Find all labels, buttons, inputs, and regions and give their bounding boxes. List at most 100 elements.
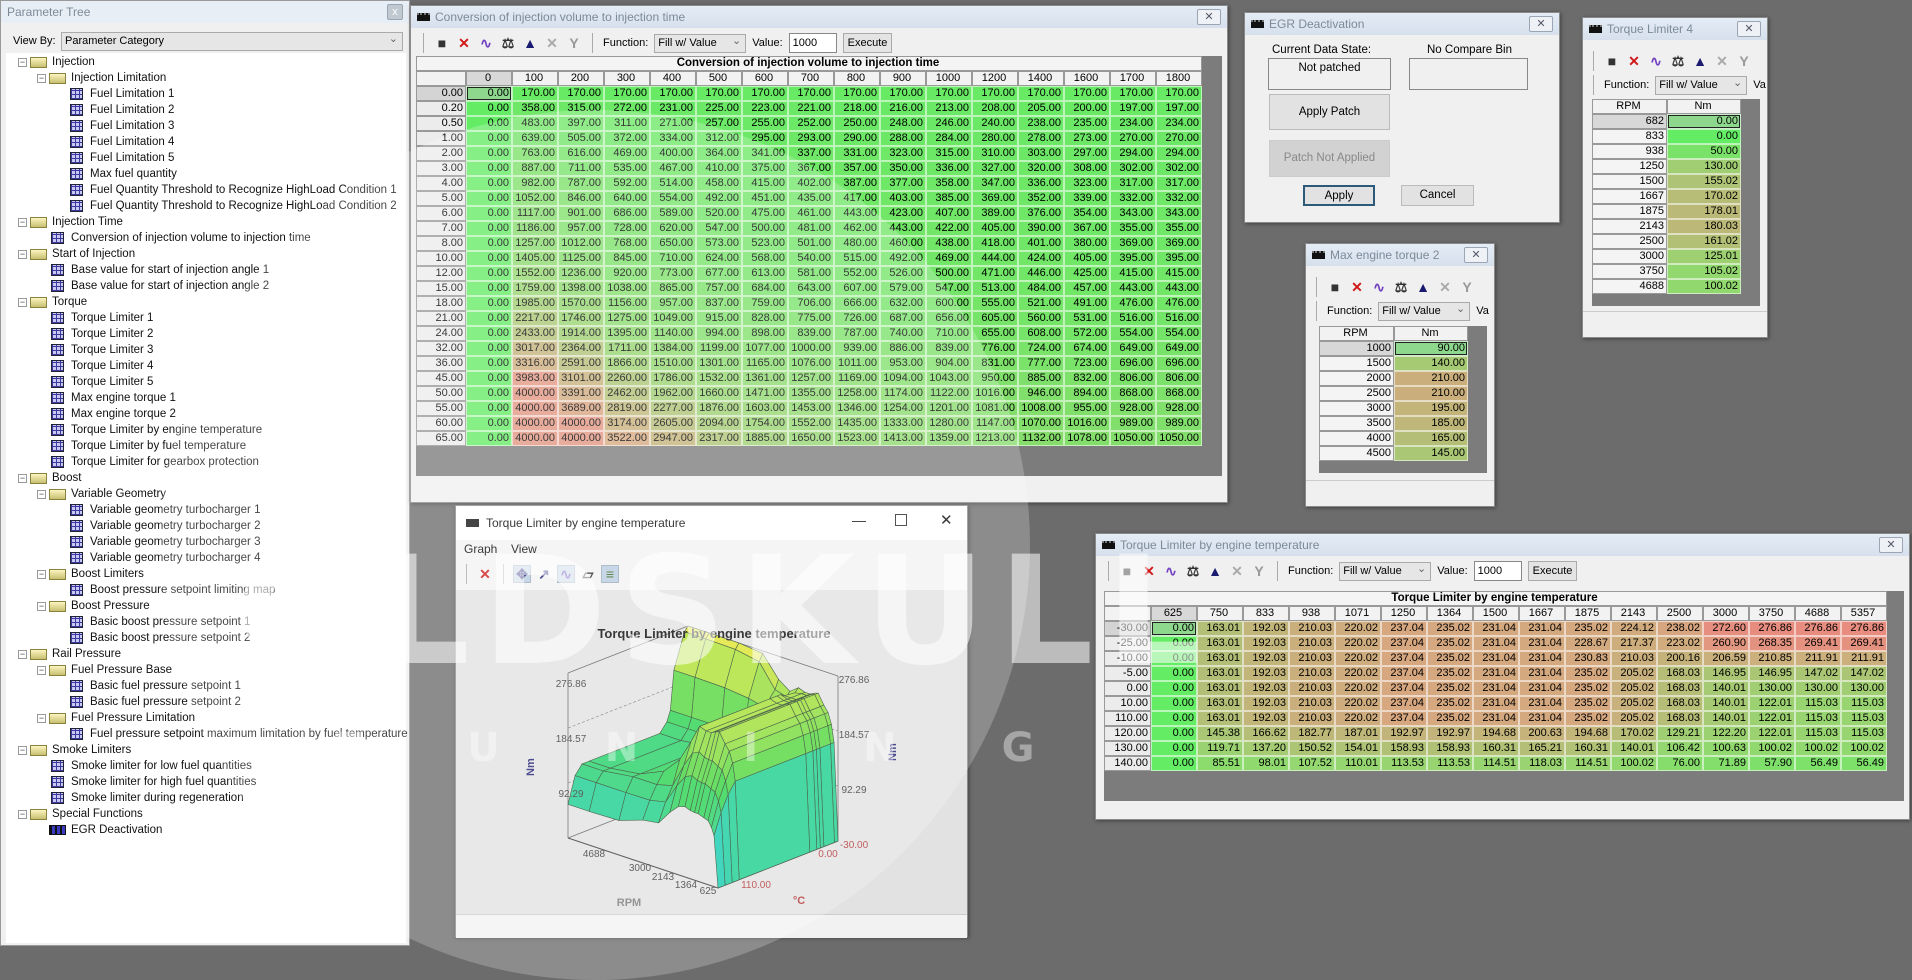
table-cell[interactable]: 350.00	[880, 161, 926, 176]
table-cell[interactable]: 0.00	[466, 116, 512, 131]
collapse-icon[interactable]: −	[37, 569, 46, 579]
table-cell[interactable]: 168.03	[1657, 681, 1703, 696]
tree-item[interactable]: Variable geometry turbocharger 1	[6, 502, 406, 518]
table-cell[interactable]: 1711.00	[604, 341, 650, 356]
table-cell[interactable]: 206.59	[1703, 651, 1749, 666]
column-header[interactable]: 1000	[926, 71, 972, 86]
table-cell[interactable]: 1746.00	[558, 311, 604, 326]
table-cell[interactable]: 140.01	[1703, 681, 1749, 696]
menu-view[interactable]: View	[511, 542, 537, 556]
tree-item[interactable]: − Boost	[6, 470, 406, 486]
table-cell[interactable]: 372.00	[604, 131, 650, 146]
table-cell[interactable]: 332.00	[1156, 191, 1202, 206]
collapse-icon[interactable]: −	[18, 249, 27, 259]
table-cell[interactable]: 2462.00	[604, 386, 650, 401]
delete-icon[interactable]: ✕	[1143, 563, 1155, 579]
table-cell[interactable]: 554.00	[1156, 326, 1202, 341]
row-header[interactable]: 18.00	[416, 296, 466, 311]
table-cell[interactable]: 231.04	[1473, 681, 1519, 696]
table-cell[interactable]: 397.00	[558, 116, 604, 131]
window-titlebar[interactable]: Max engine torque 2 ✕	[1306, 244, 1494, 266]
column-header[interactable]: 900	[880, 71, 926, 86]
table-cell[interactable]: 415.00	[1110, 266, 1156, 281]
table-cell[interactable]: 1125.00	[558, 251, 604, 266]
row-header[interactable]: 5.00	[416, 191, 466, 206]
table-cell[interactable]: 1435.00	[834, 416, 880, 431]
table-cell[interactable]: 554.00	[1110, 326, 1156, 341]
table-cell[interactable]: 3316.00	[512, 356, 558, 371]
table-cell[interactable]: 405.00	[972, 221, 1018, 236]
table-cell[interactable]: 76.00	[1657, 756, 1703, 771]
row-header[interactable]: 8.00	[416, 236, 466, 251]
table-cell[interactable]: 0.00	[1151, 666, 1197, 681]
table-cell[interactable]: 231.04	[1473, 696, 1519, 711]
tree-item[interactable]: Torque Limiter by engine temperature	[6, 422, 406, 438]
table-cell[interactable]: 462.00	[834, 221, 880, 236]
column-header[interactable]: 1400	[1018, 71, 1064, 86]
table-cell[interactable]: 197.00	[1110, 101, 1156, 116]
table-cell[interactable]: 375.00	[742, 161, 788, 176]
table-cell[interactable]: 302.00	[1110, 161, 1156, 176]
table-cell[interactable]: 358.00	[512, 101, 558, 116]
clear-icon[interactable]: ✕	[1716, 53, 1728, 69]
table-cell[interactable]: 231.04	[1519, 636, 1565, 651]
table-cell[interactable]: 170.00	[604, 86, 650, 101]
table-cell[interactable]: 0.00	[466, 296, 512, 311]
table-cell[interactable]: 4000.00	[512, 431, 558, 446]
table-cell[interactable]: 208.00	[972, 101, 1018, 116]
table-cell[interactable]: 1510.00	[650, 356, 696, 371]
table-cell[interactable]: 1050.00	[1110, 431, 1156, 446]
table-cell[interactable]: 223.02	[1657, 636, 1703, 651]
table-cell[interactable]: 846.00	[558, 191, 604, 206]
table-cell[interactable]: 147.02	[1841, 666, 1887, 681]
table-cell[interactable]: 311.00	[604, 116, 650, 131]
table-cell[interactable]: 400.00	[650, 146, 696, 161]
smooth-icon[interactable]: Y	[1462, 279, 1472, 295]
table-cell[interactable]: 0.00	[466, 146, 512, 161]
table-cell[interactable]: 520.00	[696, 206, 742, 221]
column-header[interactable]: 938	[1289, 606, 1335, 621]
table-cell[interactable]: 957.00	[650, 296, 696, 311]
table-cell[interactable]: 235.02	[1565, 711, 1611, 726]
table-cell[interactable]: 868.00	[1156, 386, 1202, 401]
table-cell[interactable]: 1885.00	[742, 431, 788, 446]
table-cell[interactable]: 989.00	[1110, 416, 1156, 431]
row-header[interactable]: 130.00	[1104, 741, 1151, 756]
table-cell[interactable]: 886.00	[880, 341, 926, 356]
table-cell[interactable]: 1570.00	[558, 296, 604, 311]
table-cell[interactable]: 1094.00	[880, 371, 926, 386]
table-cell[interactable]: 777.00	[1018, 356, 1064, 371]
tree-item[interactable]: Fuel Limitation 3	[6, 118, 406, 134]
table-cell[interactable]: 2317.00	[696, 431, 742, 446]
table-cell[interactable]: 178.01	[1667, 204, 1741, 219]
table-cell[interactable]: 560.00	[1018, 311, 1064, 326]
surface-plot[interactable]: Torque Limiter by engine temperature 276.…	[456, 590, 969, 914]
table-cell[interactable]: 380.00	[1064, 236, 1110, 251]
table-cell[interactable]: 572.00	[1064, 326, 1110, 341]
table-cell[interactable]: 192.03	[1243, 681, 1289, 696]
table-cell[interactable]: 469.00	[604, 146, 650, 161]
table-cell[interactable]: 1552.00	[512, 266, 558, 281]
row-header[interactable]: 7.00	[416, 221, 466, 236]
column-header[interactable]: 400	[650, 71, 696, 86]
table-cell[interactable]: 118.03	[1519, 756, 1565, 771]
column-header[interactable]: 3000	[1703, 606, 1749, 621]
table-cell[interactable]: 407.00	[926, 206, 972, 221]
window-titlebar[interactable]: EGR Deactivation ✕	[1245, 13, 1559, 35]
row-header[interactable]: 60.00	[416, 416, 466, 431]
table-cell[interactable]: 471.00	[972, 266, 1018, 281]
table-cell[interactable]: 552.00	[834, 266, 880, 281]
close-icon[interactable]: x	[387, 4, 403, 20]
function-select[interactable]: Fill w/ Value	[1655, 75, 1748, 95]
table-cell[interactable]: 904.00	[926, 356, 972, 371]
table-cell[interactable]: 1076.00	[788, 356, 834, 371]
graph-icon[interactable]: ∿	[1650, 53, 1662, 69]
table-cell[interactable]: 130.00	[1749, 681, 1795, 696]
table-cell[interactable]: 115.03	[1795, 726, 1841, 741]
table-cell[interactable]: 0.00	[466, 251, 512, 266]
table-cell[interactable]: 656.00	[926, 311, 972, 326]
table-cell[interactable]: 115.03	[1841, 711, 1887, 726]
table-cell[interactable]: 1786.00	[650, 371, 696, 386]
table-cell[interactable]: 1962.00	[650, 386, 696, 401]
table-cell[interactable]: 163.01	[1197, 696, 1243, 711]
